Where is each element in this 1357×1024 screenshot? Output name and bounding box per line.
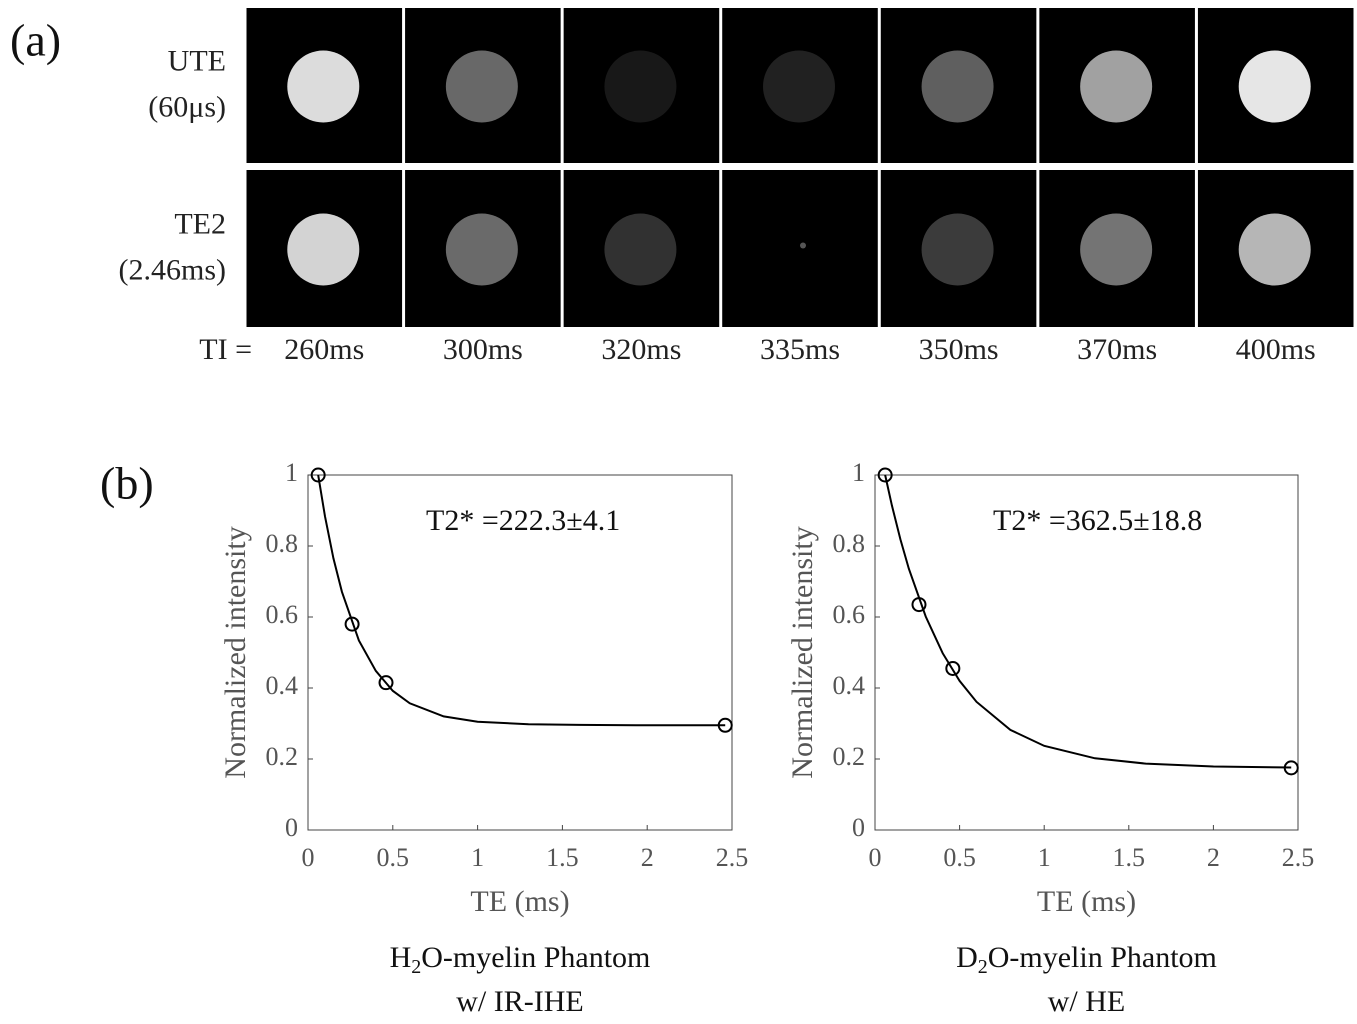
y-tick-label: 0	[285, 813, 298, 842]
x-tick-label: 2.5	[716, 843, 749, 872]
title-part: H	[390, 941, 412, 974]
phantom	[800, 243, 806, 249]
ti-value: 300ms	[443, 333, 523, 366]
y-tick-label: 0.4	[833, 671, 866, 700]
phantom	[446, 214, 518, 286]
y-tick-label: 0.8	[266, 529, 299, 558]
ti-value: 260ms	[284, 333, 364, 366]
chart-title: D2O-myelin Phantom	[956, 941, 1217, 978]
y-axis-label: Normalized intensity	[786, 526, 819, 778]
x-tick-label: 1	[1038, 843, 1051, 872]
phantom	[1080, 214, 1152, 286]
x-tick-label: 2.5	[1282, 843, 1315, 872]
phantom	[922, 51, 994, 123]
x-tick-label: 1.5	[1113, 843, 1146, 872]
x-tick-label: 2	[1207, 843, 1220, 872]
title-part: 2	[411, 956, 421, 978]
phantom	[287, 51, 359, 123]
title-part: D	[956, 941, 978, 974]
phantom	[604, 214, 676, 286]
x-tick-label: 0.5	[377, 843, 410, 872]
y-tick-label: 0.8	[833, 529, 866, 558]
phantom	[1239, 214, 1311, 286]
figure: (a) (b) TI = UTE (60μs) TE2 (2.46ms) 260ms 30…	[0, 0, 1357, 1024]
chart-subtitle: w/ IR-IHE	[456, 985, 583, 1018]
phantom	[604, 51, 676, 123]
x-tick-label: 0	[302, 843, 315, 872]
x-axis-label: TE (ms)	[1037, 885, 1136, 918]
ti-value: 320ms	[601, 333, 681, 366]
annotation: T2* =362.5±18.8	[993, 504, 1202, 537]
phantom	[763, 51, 835, 123]
chart-title: H2O-myelin Phantom	[390, 941, 651, 978]
phantom	[446, 51, 518, 123]
panel-label: (b)	[100, 458, 154, 509]
panel-label: (a)	[10, 15, 61, 66]
ti-value: 370ms	[1077, 333, 1157, 366]
annotation: T2* =222.3±4.1	[426, 504, 620, 537]
row-label: (2.46ms)	[119, 253, 227, 286]
title-part: O-myelin Phantom	[988, 941, 1217, 974]
y-tick-label: 0	[852, 813, 865, 842]
image-tile	[722, 170, 878, 327]
x-tick-label: 0	[869, 843, 882, 872]
row-label: (60μs)	[148, 90, 226, 123]
y-tick-label: 0.6	[266, 600, 299, 629]
ti-value: 335ms	[760, 333, 840, 366]
chart-subtitle: w/ HE	[1048, 985, 1126, 1018]
row-label: UTE	[168, 44, 226, 77]
x-tick-label: 2	[641, 843, 654, 872]
phantom	[1239, 51, 1311, 123]
phantom	[1080, 51, 1152, 123]
title-part: O-myelin Phantom	[421, 941, 650, 974]
x-tick-label: 1.5	[546, 843, 579, 872]
y-tick-label: 1	[285, 458, 298, 487]
title-part: 2	[978, 956, 988, 978]
phantom	[287, 214, 359, 286]
y-axis-label: Normalized intensity	[219, 526, 252, 778]
x-axis-label: TE (ms)	[470, 885, 569, 918]
x-tick-label: 0.5	[943, 843, 976, 872]
y-tick-label: 0.2	[266, 742, 299, 771]
y-tick-label: 1	[852, 458, 865, 487]
y-tick-label: 0.4	[266, 671, 299, 700]
ti-value: 350ms	[919, 333, 999, 366]
y-tick-label: 0.6	[833, 600, 866, 629]
ti-value: 400ms	[1236, 333, 1316, 366]
phantom	[922, 214, 994, 286]
y-tick-label: 0.2	[833, 742, 866, 771]
x-tick-label: 1	[471, 843, 484, 872]
row-label: TE2	[174, 207, 226, 240]
ti-label: TI =	[199, 333, 252, 366]
